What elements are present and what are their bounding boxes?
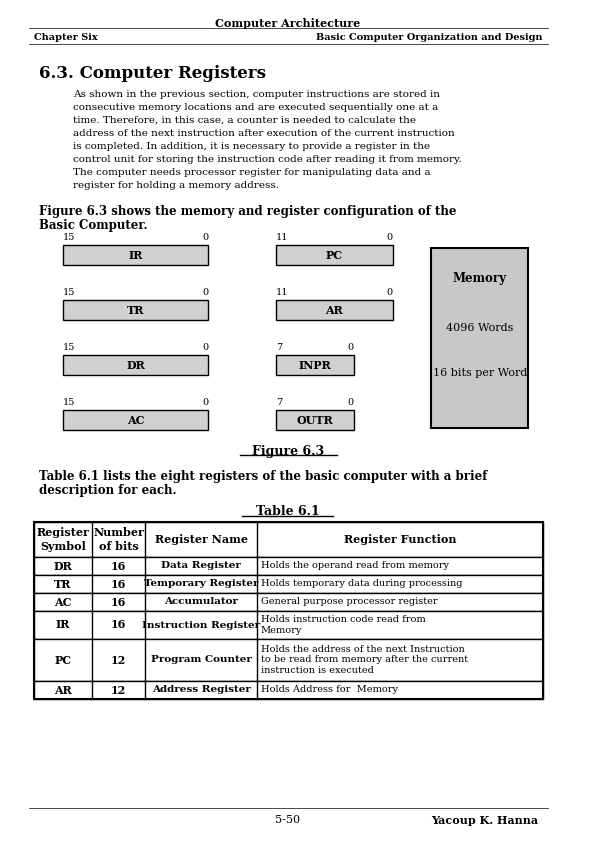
Text: IR: IR [56, 620, 70, 631]
Text: 16 bits per Word: 16 bits per Word [433, 368, 527, 378]
Text: DR: DR [54, 561, 73, 572]
Text: 12: 12 [111, 685, 126, 695]
Text: register for holding a memory address.: register for holding a memory address. [73, 181, 278, 190]
Text: 16: 16 [111, 620, 126, 631]
Text: Figure 6.3: Figure 6.3 [252, 445, 324, 458]
Text: Holds the operand read from memory: Holds the operand read from memory [261, 562, 449, 571]
Text: General purpose processor register: General purpose processor register [261, 598, 437, 606]
Text: 15: 15 [63, 288, 76, 297]
FancyBboxPatch shape [34, 575, 543, 593]
Text: Holds the address of the next Instruction
to be read from memory after the curre: Holds the address of the next Instructio… [261, 645, 468, 675]
Text: is completed. In addition, it is necessary to provide a register in the: is completed. In addition, it is necessa… [73, 142, 430, 151]
Text: Basic Computer Organization and Design: Basic Computer Organization and Design [317, 33, 543, 42]
Text: TR: TR [127, 305, 145, 316]
Text: AC: AC [127, 414, 145, 425]
Text: AR: AR [54, 685, 72, 695]
Text: Accumulator: Accumulator [164, 598, 238, 606]
FancyBboxPatch shape [34, 611, 543, 639]
Text: 7: 7 [276, 343, 283, 352]
Text: Holds instruction code read from
Memory: Holds instruction code read from Memory [261, 616, 425, 635]
Text: control unit for storing the instruction code after reading it from memory.: control unit for storing the instruction… [73, 155, 462, 164]
FancyBboxPatch shape [34, 557, 543, 575]
FancyBboxPatch shape [431, 248, 528, 428]
Text: 12: 12 [111, 654, 126, 665]
Text: Computer Architecture: Computer Architecture [215, 18, 361, 29]
Text: As shown in the previous section, computer instructions are stored in: As shown in the previous section, comput… [73, 90, 440, 99]
Text: Address Register: Address Register [152, 685, 250, 695]
FancyBboxPatch shape [276, 245, 393, 265]
Text: 16: 16 [111, 578, 126, 589]
Text: Program Counter: Program Counter [151, 656, 252, 664]
Text: 0: 0 [347, 343, 354, 352]
FancyBboxPatch shape [63, 245, 208, 265]
Text: Register Function: Register Function [343, 534, 456, 545]
Text: 0: 0 [202, 398, 208, 407]
Text: 16: 16 [111, 561, 126, 572]
Text: time. Therefore, in this case, a counter is needed to calculate the: time. Therefore, in this case, a counter… [73, 116, 416, 125]
FancyBboxPatch shape [63, 300, 208, 320]
Text: TR: TR [54, 578, 71, 589]
FancyBboxPatch shape [34, 522, 543, 557]
Text: Instruction Register: Instruction Register [142, 621, 260, 630]
Text: DR: DR [126, 360, 145, 370]
Text: PC: PC [55, 654, 71, 665]
Text: 11: 11 [276, 233, 289, 242]
Text: 4096 Words: 4096 Words [446, 323, 513, 333]
Text: Holds Address for  Memory: Holds Address for Memory [261, 685, 397, 695]
Text: 6.3. Computer Registers: 6.3. Computer Registers [39, 65, 266, 82]
Text: Number
of bits: Number of bits [93, 527, 144, 552]
FancyBboxPatch shape [34, 593, 543, 611]
FancyBboxPatch shape [34, 639, 543, 681]
Text: 0: 0 [202, 233, 208, 242]
Text: AC: AC [54, 596, 72, 607]
FancyBboxPatch shape [63, 410, 208, 430]
Text: 11: 11 [276, 288, 289, 297]
Text: Figure 6.3 shows the memory and register configuration of the: Figure 6.3 shows the memory and register… [39, 205, 456, 218]
Text: 7: 7 [276, 398, 283, 407]
Text: Holds temporary data during processing: Holds temporary data during processing [261, 579, 462, 589]
FancyBboxPatch shape [276, 355, 354, 375]
Text: 0: 0 [387, 233, 393, 242]
Text: Register Name: Register Name [155, 534, 248, 545]
Text: Data Register: Data Register [161, 562, 241, 571]
Text: consecutive memory locations and are executed sequentially one at a: consecutive memory locations and are exe… [73, 103, 438, 112]
Text: PC: PC [326, 249, 343, 260]
FancyBboxPatch shape [63, 355, 208, 375]
Text: 5-50: 5-50 [275, 815, 300, 825]
Text: 15: 15 [63, 233, 76, 242]
Text: INPR: INPR [299, 360, 331, 370]
FancyBboxPatch shape [34, 681, 543, 699]
Text: IR: IR [129, 249, 143, 260]
Text: 0: 0 [347, 398, 354, 407]
Text: 0: 0 [202, 288, 208, 297]
Text: 0: 0 [387, 288, 393, 297]
Text: 0: 0 [202, 343, 208, 352]
Text: Temporary Register: Temporary Register [144, 579, 258, 589]
Text: Chapter Six: Chapter Six [34, 33, 98, 42]
Text: The computer needs processor register for manipulating data and a: The computer needs processor register fo… [73, 168, 430, 177]
FancyBboxPatch shape [276, 410, 354, 430]
FancyBboxPatch shape [276, 300, 393, 320]
Text: Memory: Memory [453, 271, 507, 285]
Text: Table 6.1: Table 6.1 [256, 505, 320, 518]
Text: Table 6.1 lists the eight registers of the basic computer with a brief: Table 6.1 lists the eight registers of t… [39, 470, 487, 483]
Text: 16: 16 [111, 596, 126, 607]
Text: 15: 15 [63, 343, 76, 352]
Text: 15: 15 [63, 398, 76, 407]
Text: OUTR: OUTR [297, 414, 333, 425]
Text: Yacoup K. Hanna: Yacoup K. Hanna [431, 815, 538, 826]
Text: address of the next instruction after execution of the current instruction: address of the next instruction after ex… [73, 129, 455, 138]
Text: Basic Computer.: Basic Computer. [39, 219, 148, 232]
Text: Register
Symbol: Register Symbol [36, 527, 89, 552]
Text: description for each.: description for each. [39, 484, 176, 497]
Text: AR: AR [325, 305, 343, 316]
